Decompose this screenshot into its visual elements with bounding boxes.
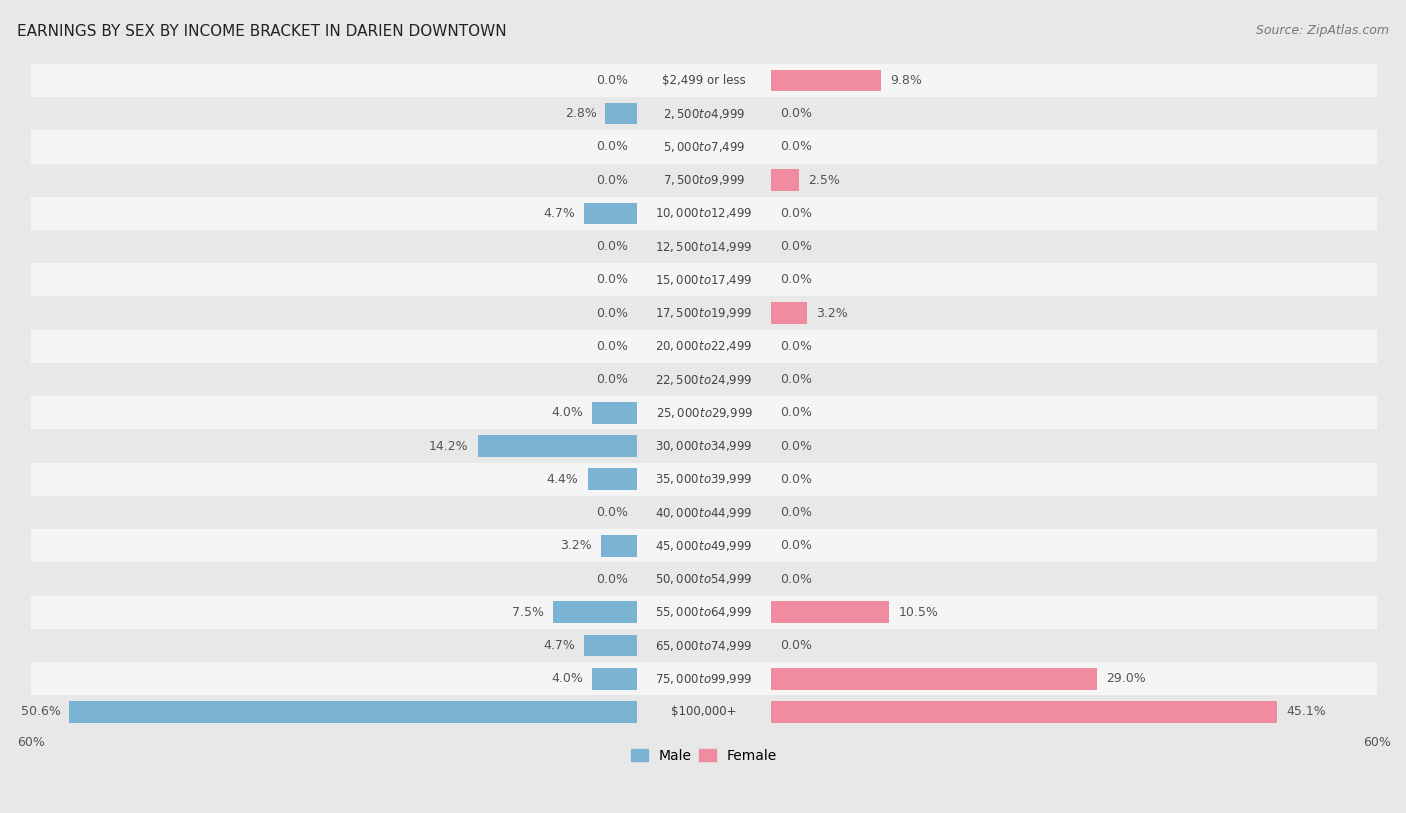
Text: $15,000 to $17,499: $15,000 to $17,499: [655, 273, 752, 287]
Bar: [592, 668, 637, 689]
Text: 0.0%: 0.0%: [596, 141, 628, 154]
Bar: [31, 662, 1376, 695]
Bar: [31, 97, 1376, 130]
Text: 4.7%: 4.7%: [543, 639, 575, 652]
Bar: [31, 695, 1376, 728]
Text: $100,000+: $100,000+: [672, 706, 737, 719]
Text: 0.0%: 0.0%: [596, 506, 628, 519]
Text: 0.0%: 0.0%: [780, 373, 813, 386]
Text: 0.0%: 0.0%: [780, 207, 813, 220]
Bar: [31, 496, 1376, 529]
Bar: [772, 169, 800, 191]
Text: $45,000 to $49,999: $45,000 to $49,999: [655, 539, 752, 553]
Bar: [31, 363, 1376, 396]
Text: $65,000 to $74,999: $65,000 to $74,999: [655, 638, 752, 653]
Text: 0.0%: 0.0%: [780, 572, 813, 585]
Text: 0.0%: 0.0%: [596, 174, 628, 187]
Text: 0.0%: 0.0%: [780, 473, 813, 486]
Text: 9.8%: 9.8%: [890, 74, 922, 87]
Bar: [606, 102, 637, 124]
Text: $7,500 to $9,999: $7,500 to $9,999: [662, 173, 745, 187]
Bar: [31, 263, 1376, 297]
Text: $10,000 to $12,499: $10,000 to $12,499: [655, 207, 752, 220]
Text: $22,500 to $24,999: $22,500 to $24,999: [655, 372, 752, 386]
Bar: [31, 130, 1376, 163]
Text: 2.5%: 2.5%: [808, 174, 841, 187]
Bar: [583, 202, 637, 224]
Text: $75,000 to $99,999: $75,000 to $99,999: [655, 672, 752, 685]
Text: 0.0%: 0.0%: [780, 639, 813, 652]
Text: 45.1%: 45.1%: [1286, 706, 1326, 719]
Text: 4.0%: 4.0%: [551, 406, 583, 420]
Text: 14.2%: 14.2%: [429, 440, 468, 453]
Bar: [31, 197, 1376, 230]
Text: Source: ZipAtlas.com: Source: ZipAtlas.com: [1256, 24, 1389, 37]
Text: $30,000 to $34,999: $30,000 to $34,999: [655, 439, 752, 453]
Text: 0.0%: 0.0%: [780, 273, 813, 286]
Text: 4.4%: 4.4%: [547, 473, 578, 486]
Bar: [772, 70, 882, 91]
Bar: [772, 668, 1097, 689]
Text: 0.0%: 0.0%: [780, 141, 813, 154]
Bar: [772, 302, 807, 324]
Text: 3.2%: 3.2%: [560, 539, 592, 552]
Bar: [31, 230, 1376, 263]
Bar: [592, 402, 637, 424]
Bar: [31, 463, 1376, 496]
Text: $2,499 or less: $2,499 or less: [662, 74, 747, 87]
Text: 4.7%: 4.7%: [543, 207, 575, 220]
Text: 0.0%: 0.0%: [780, 240, 813, 253]
Text: 0.0%: 0.0%: [780, 506, 813, 519]
Text: 10.5%: 10.5%: [898, 606, 938, 619]
Text: 7.5%: 7.5%: [512, 606, 544, 619]
Text: 0.0%: 0.0%: [780, 107, 813, 120]
Text: 29.0%: 29.0%: [1105, 672, 1146, 685]
Bar: [772, 602, 889, 623]
Text: $2,500 to $4,999: $2,500 to $4,999: [662, 107, 745, 120]
Text: $40,000 to $44,999: $40,000 to $44,999: [655, 506, 752, 520]
Text: $55,000 to $64,999: $55,000 to $64,999: [655, 605, 752, 620]
Bar: [588, 468, 637, 490]
Bar: [600, 535, 637, 557]
Bar: [31, 297, 1376, 330]
Bar: [583, 635, 637, 656]
Text: $20,000 to $22,499: $20,000 to $22,499: [655, 339, 752, 354]
Text: 0.0%: 0.0%: [780, 406, 813, 420]
Text: 0.0%: 0.0%: [780, 340, 813, 353]
Legend: Male, Female: Male, Female: [626, 743, 783, 768]
Text: 0.0%: 0.0%: [596, 340, 628, 353]
Bar: [553, 602, 637, 623]
Bar: [31, 629, 1376, 662]
Text: $35,000 to $39,999: $35,000 to $39,999: [655, 472, 752, 486]
Bar: [31, 396, 1376, 429]
Text: 0.0%: 0.0%: [596, 74, 628, 87]
Text: 0.0%: 0.0%: [596, 373, 628, 386]
Text: $12,500 to $14,999: $12,500 to $14,999: [655, 240, 752, 254]
Text: 2.8%: 2.8%: [565, 107, 596, 120]
Text: $25,000 to $29,999: $25,000 to $29,999: [655, 406, 752, 420]
Text: 0.0%: 0.0%: [596, 307, 628, 320]
Bar: [31, 429, 1376, 463]
Text: 0.0%: 0.0%: [596, 273, 628, 286]
Text: 0.0%: 0.0%: [596, 240, 628, 253]
Bar: [69, 701, 637, 723]
Text: 0.0%: 0.0%: [596, 572, 628, 585]
Text: 0.0%: 0.0%: [780, 539, 813, 552]
Bar: [31, 563, 1376, 596]
Text: EARNINGS BY SEX BY INCOME BRACKET IN DARIEN DOWNTOWN: EARNINGS BY SEX BY INCOME BRACKET IN DAR…: [17, 24, 506, 39]
Text: 0.0%: 0.0%: [780, 440, 813, 453]
Bar: [478, 435, 637, 457]
Text: $17,500 to $19,999: $17,500 to $19,999: [655, 306, 752, 320]
Bar: [31, 529, 1376, 563]
Bar: [31, 163, 1376, 197]
Text: 50.6%: 50.6%: [21, 706, 60, 719]
Bar: [31, 596, 1376, 629]
Text: 4.0%: 4.0%: [551, 672, 583, 685]
Text: $5,000 to $7,499: $5,000 to $7,499: [662, 140, 745, 154]
Bar: [31, 63, 1376, 97]
Text: $50,000 to $54,999: $50,000 to $54,999: [655, 572, 752, 586]
Bar: [31, 330, 1376, 363]
Bar: [772, 701, 1277, 723]
Text: 3.2%: 3.2%: [817, 307, 848, 320]
